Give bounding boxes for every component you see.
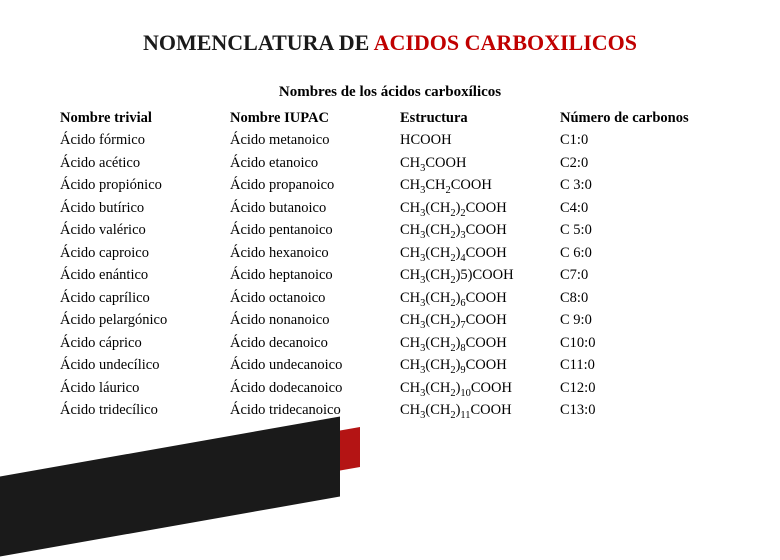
page-title: NOMENCLATURA DE ACIDOS CARBOXILICOS (40, 30, 740, 56)
title-part1: NOMENCLATURA DE (143, 30, 374, 55)
cell-formula: CH3(CH2)2COOH (400, 197, 560, 219)
table-row: Ácido cápricoÁcido decanoicoCH3(CH2)8COO… (60, 332, 720, 354)
cell-trivial: Ácido caproico (60, 242, 230, 264)
cell-carbons: C1:0 (560, 129, 720, 151)
table-row: Ácido propiónicoÁcido propanoicoCH3CH2CO… (60, 174, 720, 196)
cell-formula: CH3COOH (400, 152, 560, 174)
cell-formula: CH3(CH2)6COOH (400, 287, 560, 309)
cell-iupac: Ácido heptanoico (230, 264, 400, 286)
cell-formula: CH3(CH2)8COOH (400, 332, 560, 354)
cell-carbons: C 9:0 (560, 309, 720, 331)
cell-trivial: Ácido undecílico (60, 354, 230, 376)
cell-formula: CH3(CH2)11COOH (400, 399, 560, 421)
cell-carbons: C12:0 (560, 377, 720, 399)
cell-formula: CH3(CH2)3COOH (400, 219, 560, 241)
cell-iupac: Ácido decanoico (230, 332, 400, 354)
cell-iupac: Ácido undecanoico (230, 354, 400, 376)
cell-iupac: Ácido etanoico (230, 152, 400, 174)
table-row: Ácido undecílicoÁcido undecanoicoCH3(CH2… (60, 354, 720, 376)
cell-iupac: Ácido metanoico (230, 129, 400, 151)
cell-formula: CH3(CH2)10COOH (400, 377, 560, 399)
cell-formula: CH3(CH2)5)COOH (400, 264, 560, 286)
cell-iupac: Ácido octanoico (230, 287, 400, 309)
table-row: Ácido valéricoÁcido pentanoicoCH3(CH2)3C… (60, 219, 720, 241)
cell-carbons: C2:0 (560, 152, 720, 174)
table-caption: Nombres de los ácidos carboxílicos (40, 84, 740, 101)
cell-formula: CH3(CH2)4COOH (400, 242, 560, 264)
table-row: Ácido fórmicoÁcido metanoicoHCOOHC1:0 (60, 129, 720, 151)
cell-iupac: Ácido tridecanoico (230, 399, 400, 421)
cell-formula: CH3(CH2)7COOH (400, 309, 560, 331)
cell-trivial: Ácido propiónico (60, 174, 230, 196)
cell-iupac: Ácido dodecanoico (230, 377, 400, 399)
cell-carbons: C11:0 (560, 354, 720, 376)
cell-trivial: Ácido caprílico (60, 287, 230, 309)
cell-formula: CH3CH2COOH (400, 174, 560, 196)
table-row: Ácido tridecílicoÁcido tridecanoicoCH3(C… (60, 399, 720, 421)
slide-container: NOMENCLATURA DE ACIDOS CARBOXILICOS Nomb… (0, 0, 780, 540)
col-header-iupac: Nombre IUPAC (230, 107, 400, 129)
cell-carbons: C8:0 (560, 287, 720, 309)
cell-iupac: Ácido nonanoico (230, 309, 400, 331)
cell-carbons: C10:0 (560, 332, 720, 354)
table-row: Ácido caprílicoÁcido octanoicoCH3(CH2)6C… (60, 287, 720, 309)
cell-trivial: Ácido valérico (60, 219, 230, 241)
table-row: Ácido acéticoÁcido etanoicoCH3COOHC2:0 (60, 152, 720, 174)
cell-carbons: C 6:0 (560, 242, 720, 264)
cell-carbons: C 5:0 (560, 219, 720, 241)
cell-trivial: Ácido pelargónico (60, 309, 230, 331)
cell-iupac: Ácido pentanoico (230, 219, 400, 241)
table-row: Ácido caproicoÁcido hexanoicoCH3(CH2)4CO… (60, 242, 720, 264)
cell-trivial: Ácido butírico (60, 197, 230, 219)
cell-trivial: Ácido tridecílico (60, 399, 230, 421)
cell-iupac: Ácido propanoico (230, 174, 400, 196)
col-header-formula: Estructura (400, 107, 560, 129)
table-row: Ácido láuricoÁcido dodecanoicoCH3(CH2)10… (60, 377, 720, 399)
cell-trivial: Ácido acético (60, 152, 230, 174)
cell-formula: HCOOH (400, 129, 560, 151)
table-row: Ácido enánticoÁcido heptanoicoCH3(CH2)5)… (60, 264, 720, 286)
col-header-trivial: Nombre trivial (60, 107, 230, 129)
cell-iupac: Ácido hexanoico (230, 242, 400, 264)
table-header-row: Nombre trivial Nombre IUPAC Estructura N… (60, 107, 720, 129)
title-part2: ACIDOS CARBOXILICOS (374, 30, 637, 55)
cell-carbons: C4:0 (560, 197, 720, 219)
table-body: Ácido fórmicoÁcido metanoicoHCOOHC1:0Áci… (60, 129, 720, 421)
cell-trivial: Ácido enántico (60, 264, 230, 286)
table-row: Ácido pelargónicoÁcido nonanoicoCH3(CH2)… (60, 309, 720, 331)
cell-trivial: Ácido láurico (60, 377, 230, 399)
col-header-carbons: Número de carbonos (560, 107, 720, 129)
cell-trivial: Ácido fórmico (60, 129, 230, 151)
cell-carbons: C13:0 (560, 399, 720, 421)
decor-wedge-dark (0, 417, 340, 560)
cell-formula: CH3(CH2)9COOH (400, 354, 560, 376)
cell-iupac: Ácido butanoico (230, 197, 400, 219)
table-row: Ácido butíricoÁcido butanoicoCH3(CH2)2CO… (60, 197, 720, 219)
cell-carbons: C 3:0 (560, 174, 720, 196)
acids-table: Nombre trivial Nombre IUPAC Estructura N… (60, 107, 720, 422)
cell-trivial: Ácido cáprico (60, 332, 230, 354)
cell-carbons: C7:0 (560, 264, 720, 286)
